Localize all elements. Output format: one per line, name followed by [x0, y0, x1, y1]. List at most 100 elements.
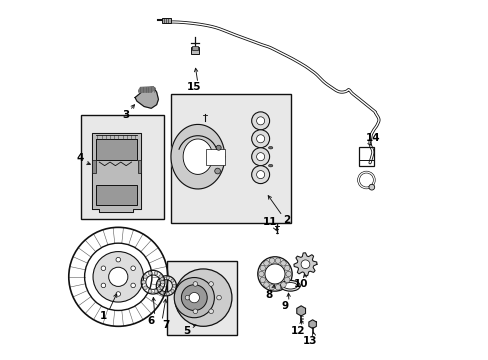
- Circle shape: [116, 292, 121, 296]
- Circle shape: [208, 282, 213, 286]
- Circle shape: [251, 130, 269, 148]
- Circle shape: [263, 282, 269, 287]
- Circle shape: [208, 309, 213, 314]
- Text: 1: 1: [100, 311, 107, 321]
- Circle shape: [131, 283, 135, 288]
- Circle shape: [193, 309, 197, 314]
- Bar: [96, 139, 137, 160]
- Circle shape: [284, 265, 289, 271]
- Circle shape: [108, 267, 127, 287]
- Circle shape: [368, 184, 374, 190]
- Bar: [191, 47, 198, 54]
- Circle shape: [154, 271, 158, 275]
- Bar: [162, 18, 171, 23]
- Circle shape: [101, 266, 105, 270]
- Text: 13: 13: [302, 336, 316, 346]
- Text: 12: 12: [290, 326, 304, 336]
- Polygon shape: [135, 87, 158, 108]
- Polygon shape: [293, 253, 316, 276]
- Bar: [137, 160, 141, 173]
- Circle shape: [143, 275, 147, 279]
- Bar: [205, 149, 224, 165]
- Text: 3: 3: [122, 110, 129, 120]
- Ellipse shape: [280, 280, 300, 291]
- Circle shape: [154, 289, 158, 293]
- Circle shape: [285, 271, 291, 277]
- Text: 5: 5: [183, 325, 190, 336]
- Circle shape: [174, 269, 231, 326]
- Bar: [81, 116, 163, 220]
- Polygon shape: [139, 87, 155, 92]
- Circle shape: [251, 166, 269, 184]
- Circle shape: [301, 260, 309, 269]
- Circle shape: [269, 284, 274, 290]
- Circle shape: [171, 279, 174, 282]
- Circle shape: [269, 258, 274, 264]
- Polygon shape: [92, 134, 140, 212]
- Circle shape: [258, 271, 264, 277]
- Circle shape: [260, 277, 265, 283]
- Circle shape: [216, 295, 221, 300]
- Circle shape: [166, 276, 169, 279]
- Circle shape: [216, 145, 221, 150]
- Text: 11: 11: [263, 217, 277, 227]
- Circle shape: [143, 286, 147, 290]
- Circle shape: [185, 295, 189, 300]
- Circle shape: [214, 168, 220, 174]
- Circle shape: [142, 280, 145, 284]
- Circle shape: [174, 278, 214, 318]
- Circle shape: [280, 282, 285, 287]
- Circle shape: [251, 148, 269, 166]
- Circle shape: [166, 292, 169, 295]
- Polygon shape: [296, 306, 305, 316]
- Circle shape: [256, 117, 264, 125]
- Circle shape: [257, 257, 292, 291]
- Circle shape: [171, 289, 174, 293]
- Text: 14: 14: [365, 133, 379, 143]
- Ellipse shape: [283, 283, 297, 289]
- Circle shape: [264, 264, 285, 284]
- Circle shape: [193, 282, 197, 286]
- Polygon shape: [183, 139, 212, 175]
- Circle shape: [172, 284, 176, 287]
- Circle shape: [181, 285, 207, 311]
- Ellipse shape: [268, 165, 272, 167]
- Text: 4: 4: [77, 153, 84, 163]
- Bar: [171, 94, 290, 223]
- Circle shape: [263, 261, 269, 266]
- Text: 9: 9: [281, 301, 287, 311]
- Text: 10: 10: [293, 279, 308, 289]
- Circle shape: [159, 286, 163, 290]
- Text: 7: 7: [163, 320, 170, 330]
- Circle shape: [101, 283, 105, 288]
- Circle shape: [93, 252, 143, 302]
- Circle shape: [256, 135, 264, 143]
- Text: 6: 6: [146, 316, 154, 325]
- Text: 15: 15: [186, 82, 201, 93]
- Polygon shape: [308, 320, 316, 328]
- Circle shape: [148, 289, 152, 293]
- Text: 8: 8: [264, 290, 272, 300]
- Ellipse shape: [268, 147, 272, 149]
- Bar: [359, 147, 373, 166]
- Circle shape: [116, 257, 121, 262]
- Circle shape: [275, 258, 280, 264]
- Circle shape: [161, 280, 164, 284]
- Circle shape: [148, 271, 152, 275]
- Text: 2: 2: [283, 215, 290, 225]
- Circle shape: [131, 266, 135, 270]
- Polygon shape: [171, 125, 224, 189]
- Circle shape: [284, 277, 289, 283]
- Bar: [192, 46, 198, 50]
- Circle shape: [157, 287, 160, 290]
- Bar: [96, 185, 137, 205]
- Bar: [167, 261, 237, 335]
- Bar: [92, 160, 96, 173]
- Circle shape: [157, 282, 160, 285]
- Circle shape: [256, 153, 264, 161]
- Circle shape: [280, 261, 285, 266]
- Circle shape: [275, 284, 280, 290]
- Circle shape: [161, 277, 163, 280]
- Circle shape: [260, 265, 265, 271]
- Circle shape: [159, 275, 163, 279]
